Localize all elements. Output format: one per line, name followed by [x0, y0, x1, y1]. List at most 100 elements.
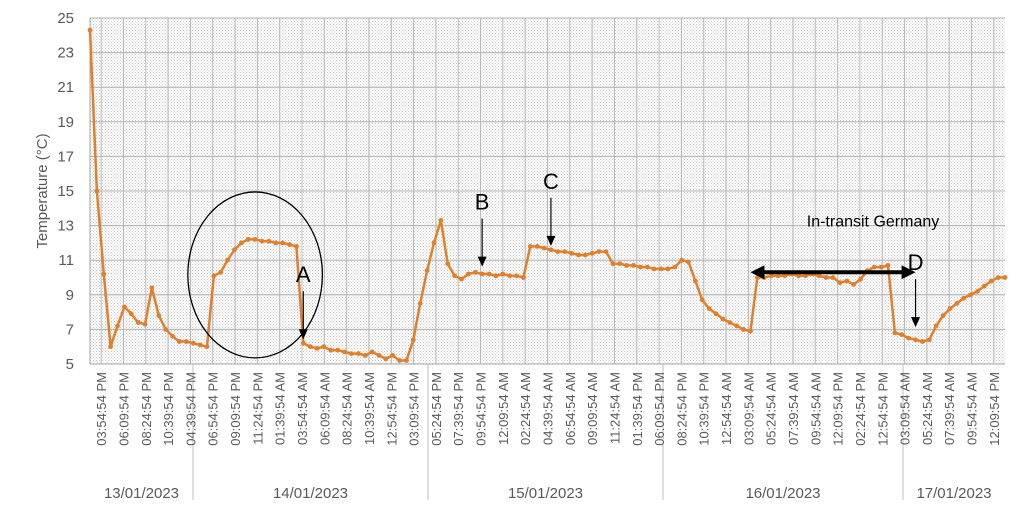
data-point — [404, 358, 409, 363]
data-point — [892, 330, 898, 336]
data-point — [562, 249, 568, 255]
y-tick-label: 17 — [57, 148, 74, 165]
data-point — [851, 282, 856, 287]
data-point — [479, 271, 485, 277]
data-point — [280, 240, 285, 246]
data-point — [294, 244, 299, 249]
data-point — [177, 339, 182, 344]
x-tick-label: 03:54:54 AM — [295, 372, 310, 445]
date-group-label: 16/01/2023 — [745, 485, 820, 502]
data-point — [982, 283, 987, 289]
data-point — [266, 238, 272, 244]
data-point — [968, 292, 973, 298]
data-point — [768, 273, 774, 279]
data-point — [369, 349, 375, 355]
y-tick-label: 5 — [66, 356, 74, 373]
x-tick-label: 08:24:54 PM — [139, 372, 154, 446]
y-tick-label: 25 — [57, 10, 74, 27]
y-tick-label: 15 — [57, 183, 74, 200]
transit-label: In-transit Germany — [807, 213, 939, 230]
y-tick-label: 19 — [57, 114, 74, 131]
data-point — [920, 339, 925, 344]
x-tick-label: 04:39:54 PM — [183, 372, 198, 446]
transit-arrowhead-right — [901, 265, 916, 280]
data-point — [514, 273, 519, 279]
y-tick-label: 13 — [57, 218, 74, 235]
data-point — [954, 301, 960, 306]
date-group-label: 14/01/2023 — [273, 485, 348, 502]
x-tick-label: 03:09:54 AM — [741, 372, 756, 445]
data-point — [548, 247, 554, 253]
x-tick-label: 12:09:54 PM — [987, 372, 1002, 446]
data-point — [245, 237, 251, 242]
data-point — [527, 244, 533, 249]
data-point — [665, 266, 671, 272]
x-tick-label: 12:54:54 PM — [875, 372, 890, 446]
annotation-label: C — [543, 169, 559, 194]
data-point — [101, 271, 107, 277]
annotation-label: A — [296, 262, 311, 287]
data-point — [913, 337, 918, 343]
data-point — [940, 313, 946, 318]
data-point — [672, 264, 678, 270]
data-point — [87, 27, 93, 33]
x-tick-label: 07:39:54 PM — [451, 372, 466, 446]
data-point — [190, 340, 196, 346]
data-point — [142, 321, 148, 327]
data-point — [624, 263, 629, 268]
x-tick-label: 10:39:54 AM — [362, 372, 377, 445]
data-point — [287, 242, 292, 248]
x-tick-label: 07:39:54 AM — [942, 372, 957, 445]
data-point — [500, 271, 506, 277]
x-tick-label: 12:54:54 PM — [384, 372, 399, 446]
data-point — [438, 218, 444, 223]
data-point — [94, 188, 100, 194]
annotation-arrowhead — [477, 256, 487, 267]
data-point — [321, 344, 327, 350]
date-group-label: 17/01/2023 — [916, 485, 991, 502]
data-point — [734, 323, 740, 329]
data-point — [211, 273, 217, 279]
x-tick-label: 01:39:54 AM — [273, 372, 288, 445]
data-point — [782, 273, 788, 279]
data-point — [452, 273, 457, 279]
x-tick-label: 08:24:54 AM — [340, 372, 355, 445]
data-point — [335, 347, 341, 353]
data-point — [328, 347, 334, 353]
data-point — [472, 269, 478, 275]
data-point — [239, 240, 244, 246]
x-tick-label: 02:24:54 AM — [518, 372, 533, 445]
x-tick-label: 06:09:54 PM — [116, 372, 131, 446]
data-point — [803, 273, 808, 279]
data-point — [122, 304, 127, 310]
x-tick-label: 10:39:54 PM — [161, 372, 176, 446]
x-tick-label: 06:54:54 AM — [563, 372, 578, 445]
y-tick-label: 23 — [57, 45, 74, 62]
x-tick-label: 03:54:54 PM — [94, 372, 109, 446]
data-point — [156, 313, 162, 318]
data-point — [741, 327, 746, 332]
data-point — [844, 278, 850, 284]
data-point — [830, 275, 836, 280]
data-point — [232, 247, 237, 253]
x-tick-label: 06:54:54 PM — [206, 372, 221, 446]
x-tick-label: 05:24:54 AM — [764, 372, 779, 445]
y-tick-label: 9 — [66, 287, 74, 304]
data-point — [362, 353, 368, 358]
data-point — [899, 332, 905, 337]
data-point — [493, 273, 499, 279]
data-point — [424, 268, 430, 273]
data-point — [871, 264, 877, 270]
data-point — [837, 280, 843, 286]
x-tick-label: 11:24:54 PM — [250, 372, 265, 445]
data-point — [995, 275, 1001, 280]
data-point — [108, 344, 113, 350]
data-point — [149, 285, 155, 291]
annotation-arrowhead — [911, 317, 921, 328]
data-point — [961, 295, 967, 301]
data-point — [775, 273, 781, 279]
data-point — [596, 249, 602, 255]
data-point — [885, 263, 891, 268]
annotation-label: B — [475, 190, 490, 215]
